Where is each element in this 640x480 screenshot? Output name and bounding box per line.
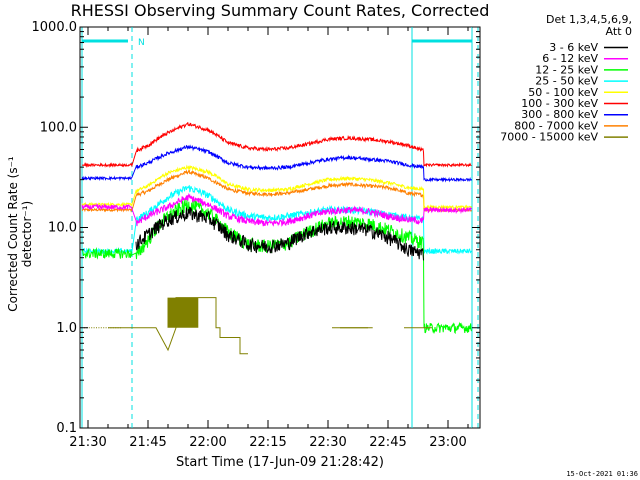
legend-header: Det 1,3,4,5,6,9, Att 0 [546,14,632,38]
cyan-markers: N [81,27,479,428]
x-tick-label: 22:00 [189,435,226,450]
legend-label: 7000 - 15000 keV [500,131,598,144]
series-7000to15000keV [84,297,432,355]
series-line [81,122,472,169]
series-line [81,144,472,183]
y-tick-label: 100.0 [40,120,77,135]
legend-label: 25 - 50 keV [535,75,598,88]
legend-label: 3 - 6 keV [549,41,598,54]
chart-title: RHESSI Observing Summary Count Rates, Co… [70,1,490,20]
y-tick-label: 10.0 [48,221,77,236]
y-axis-title: Corrected Count Rate (s⁻¹ detector⁻¹) [6,156,34,312]
series-6to12keV [81,192,472,227]
flag-label: N [138,38,145,48]
x-axis-title: Start Time (17-Jun-09 21:28:42) [176,455,384,470]
series-line [81,164,472,211]
x-tick-label: 22:15 [249,435,286,450]
x-tick-label: 21:30 [69,435,106,450]
legend-label: 6 - 12 keV [542,52,598,65]
y-tick-label: 1000.0 [32,20,78,35]
axes: 0.1 1.0 10.0 100.0 1000.0 21:30 21:45 22:00 22:1… [32,20,480,450]
x-tick-label: 22:30 [309,435,346,450]
series-300to800keV [81,144,472,183]
x-tick-label: 23:00 [429,435,466,450]
legend-label: 100 - 300 keV [521,97,598,110]
footer-timestamp: 15-Oct-2021 01:36 [566,470,638,478]
legend-header-line-2: Att 0 [605,25,632,38]
series-line [135,206,424,261]
plot-area [79,26,481,429]
series-spikes [167,297,199,328]
x-tick-label: 21:45 [129,435,166,450]
series-line [81,169,472,213]
legend-label: 800 - 7000 keV [514,119,598,132]
legend-header-line-1: Det 1,3,4,5,6,9, [545,13,632,26]
series-100to300keV [81,122,472,169]
legend-label: 50 - 100 keV [528,86,598,99]
series-layer [81,122,472,355]
legend-label: 12 - 25 keV [535,63,598,76]
series-line [81,192,472,227]
series-50to100keV [81,164,472,211]
series-800to7000keV [81,169,472,213]
legend-label: 300 - 800 keV [521,108,598,121]
y-tick-label: 1.0 [56,321,77,336]
plot-border [79,26,481,429]
series-3to6keV [135,206,424,261]
y-tick-label: 0.1 [56,421,77,436]
x-tick-label: 22:45 [369,435,406,450]
series-line [108,297,432,355]
